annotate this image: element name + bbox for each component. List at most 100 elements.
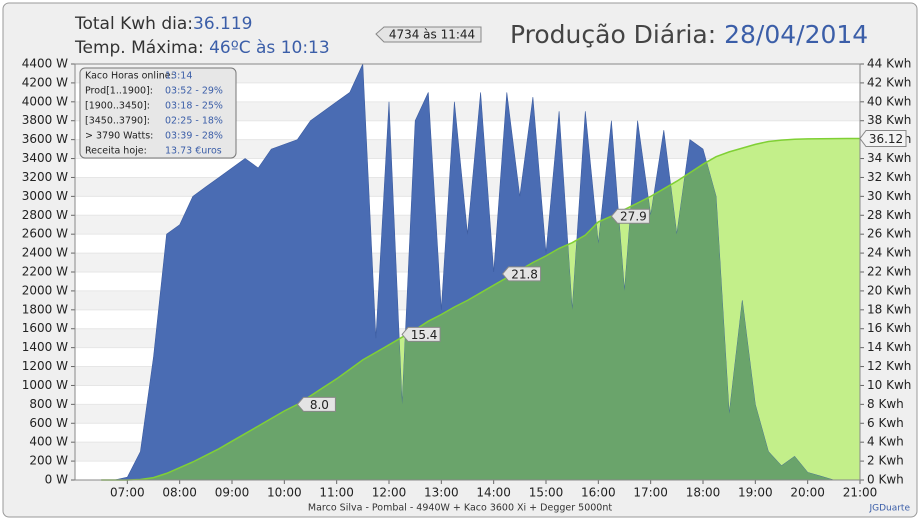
chart-title: Produção Diária: 28/04/2014: [510, 20, 868, 49]
total-label: Total Kwh dia:: [74, 14, 193, 34]
info-value: 13.73 €uros: [165, 146, 222, 157]
y-tick-label: 2000 W: [22, 283, 68, 297]
grid-band: [75, 101, 860, 121]
annotation-flag: [501, 266, 542, 282]
footer: Marco Silva - Pombal - 4940W + Kaco 3600…: [308, 503, 612, 514]
peak-label: 4734 às 11:44: [389, 28, 475, 42]
x-tick-label: 15:00: [529, 486, 564, 500]
info-label: Prod[1..1900]:: [85, 86, 153, 97]
plot-border: [74, 63, 861, 481]
x-tick-label: 08:00: [162, 486, 197, 500]
y2-tick-label: 14 Kwh: [867, 340, 911, 354]
y-tick-label: 2400 W: [22, 246, 68, 260]
peak-flag: [375, 26, 482, 43]
y-tick-label: 4000 W: [22, 94, 68, 108]
temp-value: 46ºC às 10:13: [209, 38, 330, 58]
y-tick-label: 0 W: [45, 473, 68, 487]
y2-tick-label: 32 Kwh: [867, 170, 911, 184]
info-label: [3450..3790]:: [85, 116, 150, 127]
energy-line: [101, 137, 860, 481]
info-label: Kaco Horas online:: [85, 71, 174, 82]
info-value: 03:52 - 29%: [165, 86, 223, 97]
y2-tick-label: 10 Kwh: [867, 378, 911, 392]
x-tick-label: 19:00: [738, 486, 773, 500]
plot: 0 W 200 W 400 W 600 W 800 W 1000 W 1200 W 1400 …: [22, 57, 912, 500]
x-tick-label: 17:00: [633, 486, 668, 500]
y2-tick-label: 16 Kwh: [867, 321, 911, 335]
y-tick-label: 3200 W: [22, 170, 68, 184]
y-tick-label: 1200 W: [22, 359, 68, 373]
y-tick-label: 800 W: [29, 397, 68, 411]
y2-tick-label: 20 Kwh: [867, 283, 911, 297]
y-tick-label: 1800 W: [22, 302, 68, 316]
y-tick-label: 4200 W: [22, 75, 68, 89]
y2-tick-label: 18 Kwh: [867, 302, 911, 316]
temp-label: Temp. Máxima:: [74, 38, 204, 58]
x-tick-label: 13:00: [424, 486, 459, 500]
info-value: 03:39 - 28%: [165, 131, 223, 142]
y2-tick-label: 12 Kwh: [867, 359, 911, 373]
y2-tick-label: 22 Kwh: [867, 265, 911, 279]
y-tick-label: 3000 W: [22, 189, 68, 203]
x-tick-label: 18:00: [686, 486, 721, 500]
annotation-flag: [296, 396, 336, 412]
max-temp: Temp. Máxima: 46ºC às 10:13: [74, 38, 330, 58]
y-tick-label: 1600 W: [22, 321, 68, 335]
y-tick-label: 600 W: [29, 416, 68, 430]
y-tick-label: 1000 W: [22, 378, 68, 392]
x-tick-label: 07:00: [110, 486, 145, 500]
total-value: 36.119: [193, 14, 252, 34]
y2-tick-label: 2 Kwh: [867, 454, 904, 468]
y-tick-label: 1400 W: [22, 340, 68, 354]
y2-tick-label: 26 Kwh: [867, 227, 911, 241]
x-tick-label: 10:00: [267, 486, 302, 500]
info-label: Receita hoje:: [85, 146, 147, 157]
annotation-label: 21.8: [511, 267, 538, 281]
info-box: Kaco Horas online:13:14 Prod[1..1900]: 03:…: [79, 67, 237, 159]
annotation-label: 15.4: [411, 328, 438, 342]
y2-tick-label: 24 Kwh: [867, 246, 911, 260]
title: Produção Diária:: [510, 20, 716, 49]
total-kwh: Total Kwh dia:36.119: [74, 14, 252, 34]
end-value-flag: [859, 130, 907, 148]
y-tick-label: 3400 W: [22, 151, 68, 165]
y-tick-label: 4400 W: [22, 57, 68, 71]
y2-tick-label: 40 Kwh: [867, 94, 911, 108]
y2-tick-label: 38 Kwh: [867, 113, 911, 127]
y2-tick-label: 30 Kwh: [867, 189, 911, 203]
y-tick-label: 200 W: [29, 454, 68, 468]
x-tick-label: 16:00: [581, 486, 616, 500]
x-tick-label: 11:00: [319, 486, 354, 500]
y2-tick-label: 6 Kwh: [867, 416, 904, 430]
info-label: > 3790 Watts:: [85, 131, 153, 142]
y-tick-label: 2600 W: [22, 227, 68, 241]
x-tick-label: 20:00: [790, 486, 825, 500]
y2-tick-label: 42 Kwh: [867, 75, 911, 89]
y-tick-label: 2800 W: [22, 208, 68, 222]
x-tick-label: 12:00: [372, 486, 407, 500]
credit: JGDuarte: [868, 504, 910, 514]
grid-band: [75, 64, 860, 83]
y2-tick-label: 44 Kwh: [867, 57, 911, 71]
info-value: 02:25 - 18%: [165, 116, 223, 127]
x-tick-label: 09:00: [215, 486, 250, 500]
x-tick-label: 14:00: [476, 486, 511, 500]
info-value: 03:18 - 25%: [165, 101, 223, 112]
y2-tick-label: 4 Kwh: [867, 435, 904, 449]
y-tick-label: 2200 W: [22, 265, 68, 279]
y2-tick-label: 8 Kwh: [867, 397, 904, 411]
date: 28/04/2014: [724, 20, 868, 49]
annotation-label: 8.0: [310, 398, 329, 412]
annotation-flag: [401, 326, 441, 342]
y-tick-label: 400 W: [29, 435, 68, 449]
x-tick-label: 21:00: [843, 486, 878, 500]
y-tick-label: 3600 W: [22, 132, 68, 146]
y2-tick-label: 28 Kwh: [867, 208, 911, 222]
annotation-flag: [610, 208, 650, 224]
y-tick-label: 3800 W: [22, 113, 68, 127]
end-value-label: 36.12: [869, 132, 903, 146]
y2-tick-label: 34 Kwh: [867, 151, 911, 165]
y2-tick-label: 0 Kwh: [867, 473, 904, 487]
info-label: [1900..3450]:: [85, 101, 150, 112]
